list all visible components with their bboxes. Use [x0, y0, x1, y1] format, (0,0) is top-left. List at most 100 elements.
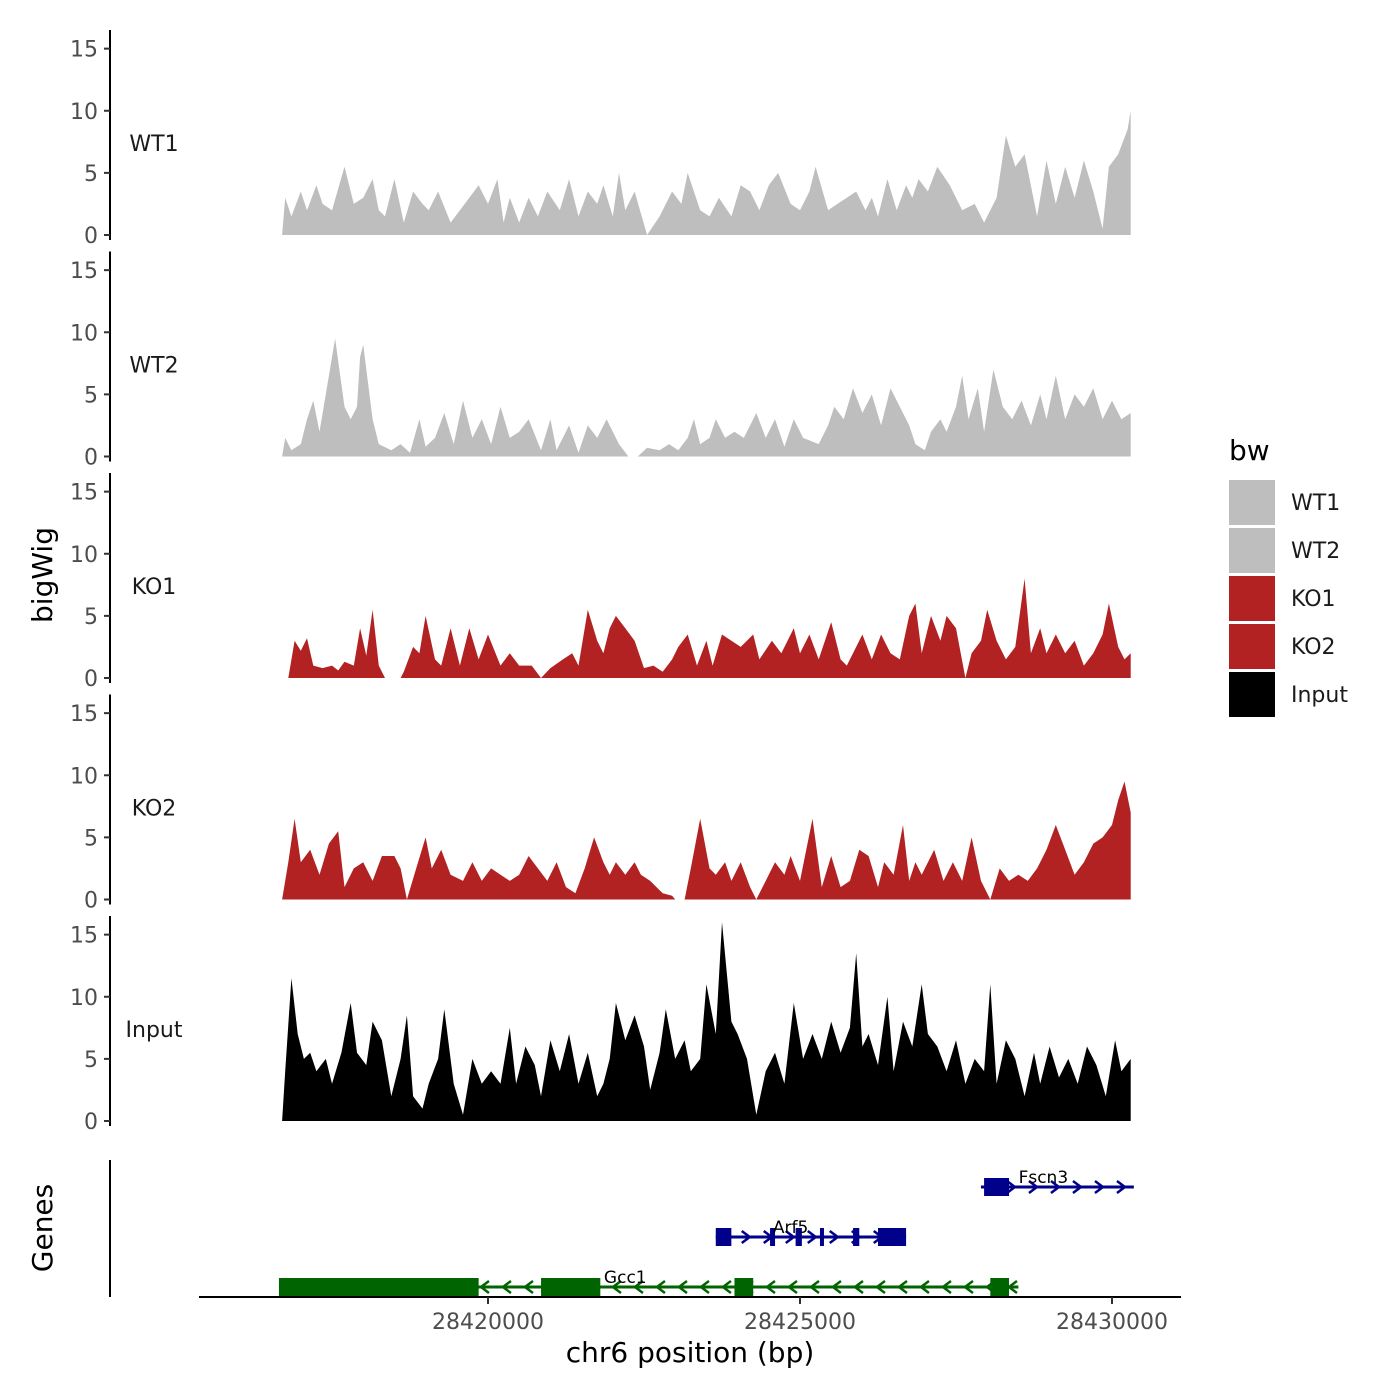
track-wt1: 0 5 10 15 WT1	[70, 30, 1131, 249]
track-ko2: 0 5 10 15 KO2	[70, 694, 1131, 914]
exon	[770, 1228, 776, 1246]
exon	[853, 1228, 860, 1246]
exon	[984, 1178, 1010, 1196]
y-tick-label: 0	[84, 667, 98, 692]
legend-swatch	[1229, 624, 1275, 669]
strand-arrow-icon	[940, 1280, 952, 1294]
gene-fscn3: Fscn3	[980, 1168, 1134, 1196]
x-tick-label: 28430000	[1056, 1310, 1168, 1335]
strand-arrow-icon	[676, 1280, 688, 1294]
strand-arrow-icon	[807, 1230, 818, 1244]
genes-track-title: Genes	[26, 1184, 59, 1272]
track-label: Input	[126, 1018, 183, 1043]
strand-arrow-icon	[1094, 1180, 1106, 1194]
signal-area-wt2	[282, 338, 1131, 457]
gene-gcc1: Gcc1	[278, 1268, 1019, 1296]
strand-arrow-icon	[764, 1280, 776, 1294]
strand-arrow-icon	[1072, 1180, 1084, 1194]
strand-arrow-icon	[786, 1280, 798, 1294]
strand-arrow-icon	[610, 1280, 622, 1294]
y-tick-label: 15	[70, 259, 98, 284]
strand-arrow-icon	[830, 1280, 842, 1294]
strand-arrow-icon	[522, 1280, 534, 1294]
y-tick-label: 10	[70, 100, 98, 125]
exon	[878, 1228, 907, 1246]
y-tick-label: 15	[70, 481, 98, 506]
strand-arrow-icon	[829, 1230, 840, 1244]
strand-arrow-icon	[874, 1280, 886, 1294]
strand-arrow-icon	[808, 1280, 820, 1294]
signal-area-ko1	[288, 578, 1131, 678]
exon	[734, 1278, 754, 1296]
strand-arrow-icon	[654, 1280, 666, 1294]
legend-swatch	[1229, 528, 1275, 573]
strand-arrow-icon	[785, 1230, 796, 1244]
x-axis-title: chr6 position (bp)	[566, 1336, 815, 1369]
signal-area-ko2	[282, 781, 1131, 900]
y-tick-label: 0	[84, 1110, 98, 1135]
y-tick-label: 10	[70, 764, 98, 789]
strand-arrow-icon	[1050, 1180, 1062, 1194]
track-label: KO2	[132, 797, 177, 822]
strand-arrow-icon	[962, 1280, 974, 1294]
legend-swatch	[1229, 672, 1275, 717]
strand-arrow-icon	[741, 1230, 752, 1244]
strand-arrow-icon	[500, 1280, 512, 1294]
bigwig-tracks: 0 5 10 15 WT1 0 5 10 15 WT2 0 5 10 15 KO1 0 5 10 15 KO2 0 5 10…	[70, 30, 1131, 1135]
exon	[795, 1228, 802, 1246]
exon	[990, 1278, 1010, 1296]
legend-swatch	[1229, 576, 1275, 621]
track-ko1: 0 5 10 15 KO1	[70, 473, 1131, 692]
gene-arf5: Arf5	[715, 1218, 907, 1246]
gene-label: Gcc1	[604, 1268, 647, 1288]
legend-label: WT1	[1291, 491, 1340, 516]
exon	[715, 1228, 732, 1246]
strand-arrow-icon	[720, 1280, 732, 1294]
exon	[541, 1278, 601, 1296]
track-label: WT1	[129, 132, 178, 157]
x-tick-label: 28425000	[744, 1310, 856, 1335]
y-tick-label: 0	[84, 446, 98, 471]
strand-arrow-icon	[1116, 1180, 1128, 1194]
y-tick-label: 5	[84, 826, 98, 851]
track-wt2: 0 5 10 15 WT2	[70, 251, 1131, 471]
strand-arrow-icon	[1028, 1180, 1040, 1194]
strand-arrow-icon	[918, 1280, 930, 1294]
y-tick-label: 10	[70, 321, 98, 346]
x-axis: 28420000 28425000 28430000	[432, 1297, 1168, 1335]
strand-arrow-icon	[852, 1280, 864, 1294]
y-tick-label: 10	[70, 986, 98, 1011]
legend: bw WT1 WT2 KO1 KO2 Input	[1229, 434, 1348, 717]
signal-area-input	[282, 922, 1131, 1121]
y-tick-label: 5	[84, 162, 98, 187]
gene-label: Arf5	[773, 1218, 808, 1238]
gene-label: Fscn3	[1019, 1168, 1069, 1188]
track-label: KO1	[132, 575, 177, 600]
legend-label: KO1	[1291, 587, 1336, 612]
strand-arrow-icon	[896, 1280, 908, 1294]
y-tick-label: 5	[84, 1048, 98, 1073]
legend-swatch	[1229, 480, 1275, 525]
y-tick-label: 5	[84, 383, 98, 408]
strand-arrow-icon	[698, 1280, 710, 1294]
y-axis-title: bigWig	[26, 527, 59, 623]
strand-arrow-icon	[478, 1280, 490, 1294]
legend-label: KO2	[1291, 635, 1336, 660]
y-tick-label: 10	[70, 543, 98, 568]
legend-label: WT2	[1291, 539, 1340, 564]
y-tick-label: 15	[70, 702, 98, 727]
y-tick-label: 15	[70, 924, 98, 949]
track-label: WT2	[129, 354, 178, 379]
y-tick-label: 15	[70, 38, 98, 63]
strand-arrow-icon	[1006, 1180, 1018, 1194]
exon	[278, 1278, 479, 1296]
legend-label: Input	[1291, 683, 1348, 708]
genes-track: Genes Fscn3 Arf5 Gcc1	[26, 1160, 1181, 1298]
y-tick-label: 5	[84, 605, 98, 630]
y-tick-label: 0	[84, 224, 98, 249]
legend-title: bw	[1229, 434, 1270, 467]
exon	[819, 1228, 824, 1246]
x-tick-label: 28420000	[432, 1310, 544, 1335]
strand-arrow-icon	[632, 1280, 644, 1294]
